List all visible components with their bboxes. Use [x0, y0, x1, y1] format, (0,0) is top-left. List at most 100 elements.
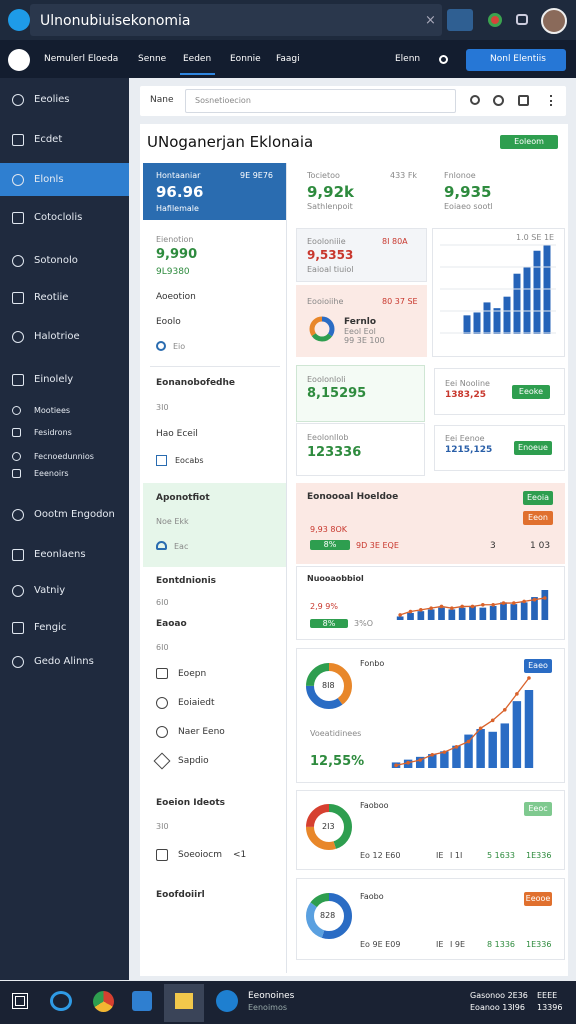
nav-button-label[interactable]: Nonl Elentiis	[490, 54, 546, 64]
chart-button[interactable]: Eeooe	[524, 892, 552, 906]
chart-button[interactable]: Eeoc	[524, 802, 552, 816]
chart-caption: Voeatidinees	[310, 729, 362, 738]
footer-text: IE	[436, 940, 444, 949]
status-icon[interactable]	[488, 13, 502, 27]
sidebar-icon	[12, 509, 24, 521]
sidebar-item[interactable]: Eeenoirs	[34, 469, 69, 478]
card-button[interactable]: Eeoke	[512, 385, 550, 399]
sidebar-item[interactable]: Vatniy	[34, 585, 66, 596]
sidebar-item[interactable]: Fengic	[34, 622, 67, 633]
list-item[interactable]: Eoepn	[178, 669, 207, 679]
sidebar-item[interactable]: Halotrioe	[34, 331, 80, 342]
list-item[interactable]: Soeoiocm	[178, 850, 222, 860]
logo[interactable]	[8, 49, 30, 71]
footer-text: Eo 12 E60	[360, 851, 401, 860]
card-value: 1383,25	[445, 390, 486, 400]
sidebar-item[interactable]: Fecnoedunnios	[34, 452, 94, 461]
search-input[interactable]	[185, 89, 456, 113]
list-item[interactable]: Sapdio	[178, 756, 209, 766]
nav-item[interactable]: Senne	[138, 54, 167, 64]
card-button[interactable]: Enoeue	[514, 441, 552, 455]
sidebar-item[interactable]: Mootiees	[34, 406, 71, 415]
sidebar-item[interactable]: Oootm Engodon	[34, 509, 115, 520]
nav-item[interactable]: Elenn	[395, 54, 421, 64]
list-item[interactable]: Eoiaiedt	[178, 698, 215, 708]
card-title: Fernlo	[344, 317, 377, 327]
sidebar-icon	[12, 549, 24, 561]
card-label: Eooloniiie	[307, 237, 346, 246]
sidebar-item[interactable]: Eeonlaens	[34, 549, 86, 560]
dashboard-button[interactable]: Eoleom	[500, 135, 558, 149]
banner-title: Eonoooal Hoeldoe	[307, 492, 399, 502]
taskbar-app[interactable]	[50, 991, 72, 1011]
list-item[interactable]: Eio	[173, 342, 186, 351]
column-divider	[286, 163, 287, 973]
item-icon	[156, 697, 168, 709]
sidebar-item[interactable]: Cotoclolis	[34, 212, 83, 223]
banner-button[interactable]: Eeoia	[523, 491, 553, 505]
radio-icon[interactable]	[156, 341, 166, 351]
list-item[interactable]: Aoeotion	[156, 292, 196, 302]
nav-item[interactable]: Eeden	[183, 54, 212, 64]
chart-button[interactable]: Eaeo	[524, 659, 552, 673]
footer-text: 1E336	[526, 851, 552, 860]
calendar-icon[interactable]	[518, 95, 529, 106]
clock-icon[interactable]	[493, 95, 504, 106]
avatar[interactable]	[541, 8, 567, 34]
start-button[interactable]	[12, 993, 28, 1009]
card-badge: 8I 80A	[382, 237, 408, 246]
taskbar-app[interactable]	[216, 990, 238, 1012]
list-item[interactable]: Eoolo	[156, 317, 181, 327]
sidebar-icon	[12, 428, 21, 437]
sidebar-item[interactable]: Reotiie	[34, 292, 69, 303]
progress-pill: 8%	[310, 540, 350, 550]
card-label: Eoolonloli	[307, 375, 346, 384]
progress-pill: 8%	[310, 619, 348, 628]
menu-icon[interactable]	[550, 95, 553, 106]
sidebar-item[interactable]: Ecdet	[34, 134, 63, 145]
nav-item[interactable]: Nemulerl Eloeda	[44, 54, 119, 64]
sidebar-item[interactable]: Fesidrons	[34, 428, 72, 437]
footer-text: I 1I	[450, 851, 463, 860]
card-value: 8,15295	[307, 386, 367, 401]
card-value: 9,5353	[307, 248, 354, 262]
sidebar-item[interactable]: Einolely	[34, 374, 74, 385]
list-item[interactable]: Eac	[174, 542, 189, 551]
card-value: 123336	[307, 445, 362, 460]
taskbar-app[interactable]	[132, 991, 152, 1011]
sidebar-item[interactable]: Sotonolo	[34, 255, 78, 266]
card-aux: 99 3E 100	[344, 336, 385, 345]
active-underline	[180, 73, 215, 75]
list-item[interactable]: Hao Eceil	[156, 429, 198, 439]
nav-item[interactable]: Faagi	[276, 54, 300, 64]
list-item[interactable]: Naer Eeno	[178, 727, 225, 737]
nav-button[interactable]	[466, 49, 566, 71]
close-button[interactable]: ×	[425, 13, 436, 28]
list-item[interactable]: Eocabs	[175, 456, 204, 465]
toggle-button[interactable]	[447, 9, 473, 31]
footer-text: 1E336	[526, 940, 552, 949]
item-aux: <1	[233, 850, 247, 860]
metric-card	[434, 425, 565, 471]
block-sub: 3I0	[156, 403, 169, 412]
search-icon[interactable]	[439, 55, 448, 64]
taskbar-app[interactable]	[175, 993, 193, 1009]
sidebar-icon	[12, 212, 24, 224]
chart-card	[296, 648, 565, 783]
search-icon[interactable]	[470, 95, 480, 105]
chat-icon[interactable]	[516, 14, 528, 25]
taskbar-app-title: Eeonoines	[248, 991, 295, 1001]
app-icon	[8, 9, 30, 31]
address-bar[interactable]	[30, 4, 442, 36]
toolbar-label: Nane	[150, 95, 174, 105]
chart-card	[432, 228, 565, 357]
stat-sub: Sathlenpoit	[307, 202, 353, 211]
taskbar-app[interactable]	[93, 991, 114, 1012]
sidebar-item[interactable]: Elonls	[34, 174, 64, 185]
nav-item[interactable]: Eonnie	[230, 54, 261, 64]
chart-sub: 2,9 9%	[310, 602, 338, 611]
donut-label: 2I3	[322, 822, 335, 831]
sidebar-item[interactable]: Eeolies	[34, 94, 70, 105]
sidebar-item[interactable]: Gedo Alinns	[34, 656, 94, 667]
banner-button[interactable]: Eeon	[523, 511, 553, 525]
